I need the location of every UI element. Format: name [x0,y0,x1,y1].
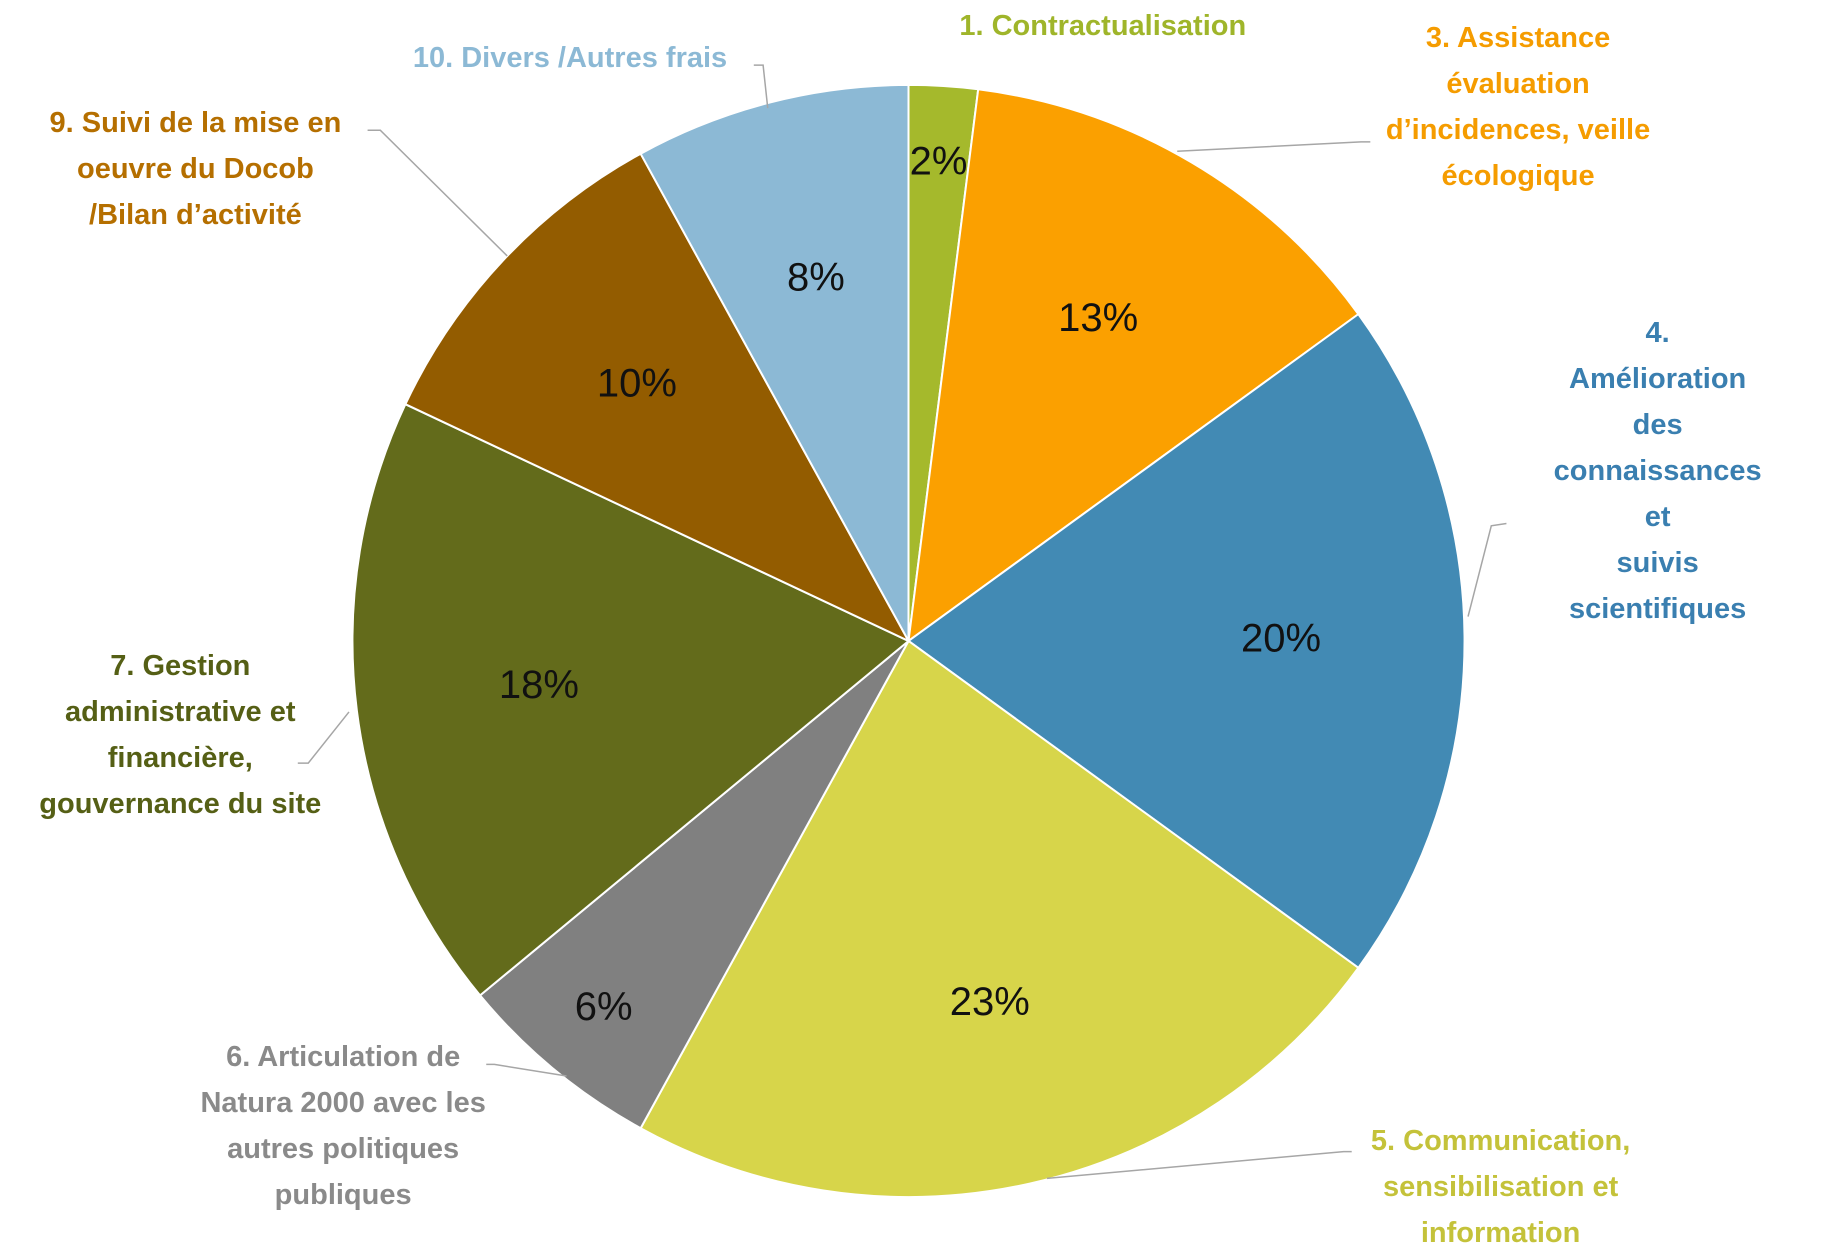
leader-line [297,711,350,764]
data-label: 20% [1241,617,1321,661]
pie-slice [478,640,910,1130]
pie-slice [639,639,1360,1198]
leader-line [486,1063,567,1077]
pie-slice [404,152,911,644]
category-label: 3. Assistance évaluation d’incidences, v… [1385,22,1651,193]
data-label: 8% [787,256,845,300]
data-label: 6% [575,985,633,1029]
pie-slice [906,312,1466,970]
leader-line [1046,1150,1352,1180]
data-label: 23% [950,980,1030,1024]
data-label: 13% [1058,296,1138,340]
data-label: 2% [910,139,968,183]
data-label: 18% [499,663,579,707]
data-label: 10% [597,361,677,405]
category-label: 1. Contractualisation [959,9,1247,42]
leader-line [1177,141,1371,152]
leader-line [367,129,508,257]
category-label: 10. Divers /Autres frais [412,42,728,75]
category-label: 5. Communication, sensibilisation et inf… [1370,1124,1631,1249]
category-label: 9. Suivi de la mise en oeuvre du Docob /… [49,106,342,231]
category-label: 4. Amélioration des connaissances et sui… [1553,317,1762,626]
pie-slice [907,88,1360,644]
leader-line [753,64,769,109]
leader-line [1467,522,1507,617]
category-label: 6. Articulation de Natura 2000 avec les … [200,1041,486,1212]
category-label: 7. Gestion administrative et financière,… [39,650,322,821]
pie-slice [639,83,910,642]
pie-slice [351,402,911,997]
